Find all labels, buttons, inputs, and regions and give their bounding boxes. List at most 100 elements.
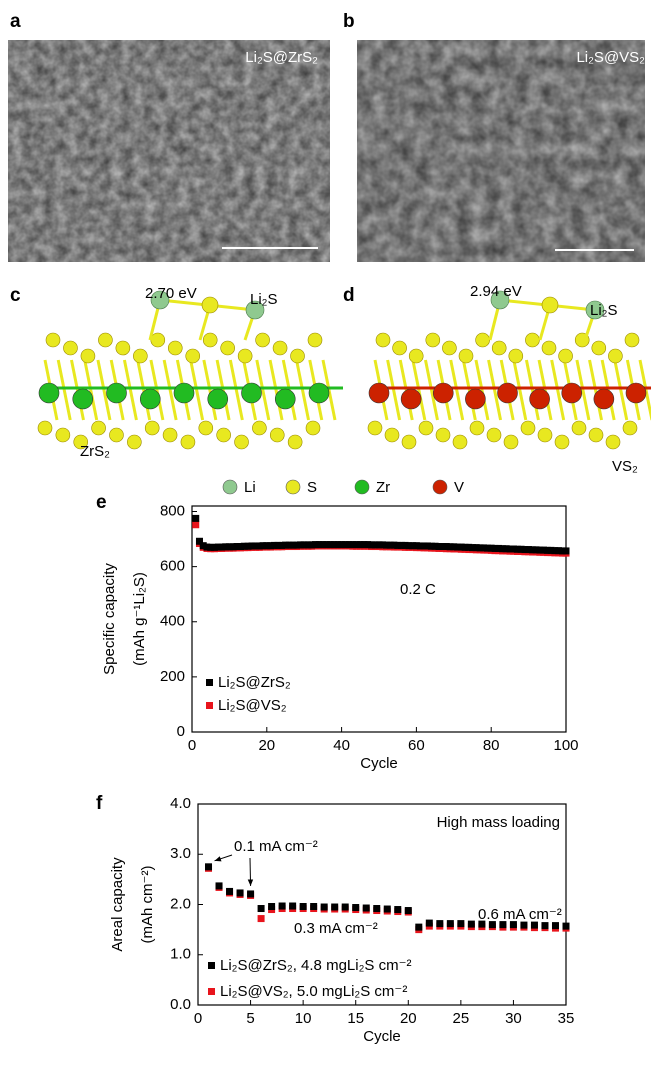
data-point [257, 915, 265, 923]
atom [529, 388, 550, 410]
atom [558, 348, 573, 364]
bond [83, 359, 99, 421]
atom [622, 420, 638, 436]
atom [55, 427, 71, 443]
panel-label: a [10, 11, 21, 32]
data-point [379, 541, 387, 549]
legend-label: V [454, 479, 464, 496]
atom [180, 434, 196, 450]
data-point [469, 544, 476, 552]
data-point [446, 543, 454, 551]
atom [150, 290, 170, 310]
data-point [386, 541, 394, 549]
structures [37, 290, 651, 450]
data-point [454, 543, 462, 551]
bond [321, 359, 337, 421]
atom [127, 434, 142, 450]
atom [432, 382, 454, 404]
x-tick-label: 100 [553, 737, 578, 754]
annotation: 0.1 mA cm⁻² [234, 838, 318, 855]
atom [98, 332, 113, 348]
atom [173, 382, 195, 404]
image-label: Li₂S@ZrS₂ [245, 49, 318, 66]
bond [96, 359, 112, 421]
atom [624, 332, 640, 348]
data-point [210, 543, 218, 551]
data-point [315, 541, 323, 549]
data-point [233, 543, 241, 551]
substrate-label: ZrS₂ [80, 443, 110, 460]
atom [452, 434, 468, 450]
data-point [362, 904, 370, 912]
data-point [226, 887, 234, 895]
annotation: 0.3 mA cm⁻² [294, 920, 378, 937]
data-point [547, 546, 555, 554]
data-point [371, 541, 379, 549]
data-point [401, 541, 409, 549]
adsorbate-label: Li₂S [250, 291, 278, 308]
data-point [349, 541, 357, 549]
atom [537, 427, 553, 443]
data-point [192, 521, 200, 529]
data-point [450, 543, 458, 551]
bond [512, 359, 528, 421]
atom [216, 427, 231, 443]
x-tick-label: 15 [347, 1010, 364, 1027]
atom [73, 434, 89, 450]
data-point [528, 546, 536, 554]
atom [202, 332, 218, 348]
data-point [543, 546, 551, 554]
bond [424, 359, 439, 421]
data-point [416, 542, 424, 550]
legend-swatch [222, 479, 238, 495]
atom [63, 340, 78, 356]
atom [38, 382, 60, 404]
data-point [520, 921, 528, 929]
panel-label: f [96, 793, 103, 814]
data-point [404, 907, 412, 915]
bond [56, 359, 72, 421]
atom [162, 427, 178, 443]
data-point [240, 542, 248, 550]
atom [139, 388, 161, 410]
data-point [345, 541, 353, 549]
data-point [390, 541, 398, 549]
y-tick-label: 2.0 [170, 895, 191, 912]
atom [72, 388, 94, 410]
bond [524, 359, 540, 421]
atom [520, 420, 536, 436]
atom [245, 300, 265, 320]
atom [625, 382, 647, 404]
y-axis-label: Areal capacity [109, 857, 126, 952]
substrate-label: VS₂ [612, 458, 638, 475]
data-point [270, 541, 278, 549]
atom [115, 340, 131, 356]
atom [185, 348, 201, 364]
data-point [412, 542, 420, 550]
plot-frame [197, 803, 567, 1006]
bond [638, 359, 651, 421]
bond [474, 359, 490, 421]
atom [133, 348, 148, 364]
atom [486, 427, 502, 443]
data-point [382, 541, 390, 549]
data-point [558, 547, 566, 555]
data-point [248, 542, 256, 550]
data-point [446, 920, 454, 928]
data-point [536, 546, 544, 554]
data-point [461, 543, 469, 551]
data-point [299, 903, 307, 911]
atom [541, 340, 557, 356]
y-tick-label: 800 [160, 502, 185, 519]
legend-label: Li₂S@ZrS₂ [218, 674, 291, 691]
data-point [394, 541, 402, 549]
data-point [457, 543, 465, 551]
panel-label: e [96, 492, 107, 513]
data-point [513, 545, 521, 553]
data-point [540, 546, 548, 554]
atom [605, 434, 621, 450]
atom [465, 388, 486, 410]
atom [425, 332, 441, 348]
x-tick-label: 30 [505, 1010, 522, 1027]
